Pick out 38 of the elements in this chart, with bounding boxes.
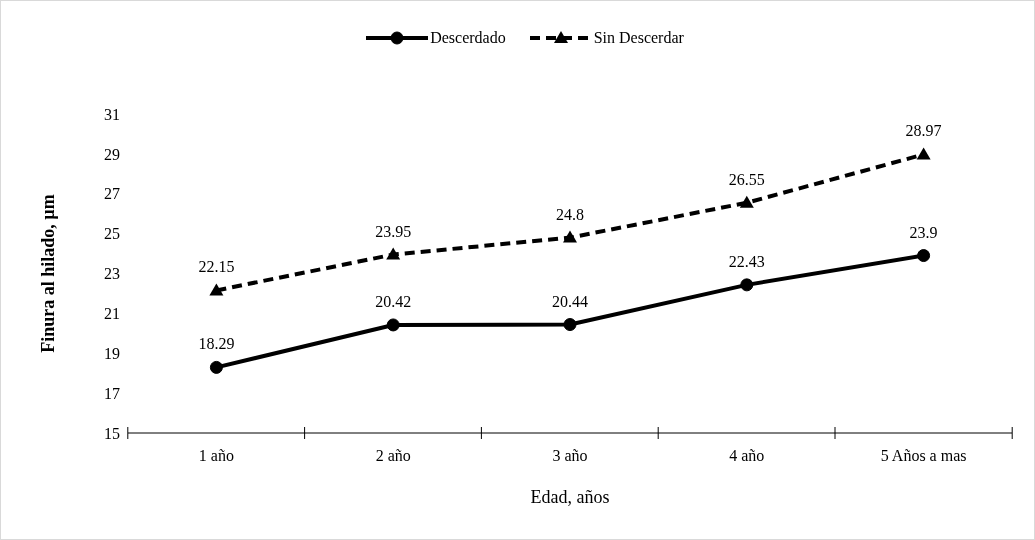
data-label: 20.42	[375, 292, 412, 310]
point	[209, 283, 224, 296]
y-tick-label: 19	[104, 344, 120, 362]
x-axis-title: Edad, años	[530, 487, 610, 507]
y-tick-label: 23	[104, 265, 120, 283]
x-tick-label: 3 año	[552, 447, 588, 464]
legend-label: Descerdado	[430, 29, 506, 47]
y-tick-label: 29	[104, 145, 120, 163]
x-tick-label: 2 año	[375, 447, 411, 464]
y-tick-label: 17	[104, 384, 120, 402]
point	[740, 278, 754, 292]
y-tick-label: 27	[104, 185, 120, 203]
data-label: 18.29	[198, 335, 235, 353]
data-label: 26.55	[728, 170, 765, 188]
x-tick-label: 5 Años a mas	[880, 447, 967, 464]
data-label: 23.9	[909, 223, 938, 241]
y-tick-label: 15	[104, 424, 120, 442]
x-tick-label: 4 año	[729, 447, 765, 464]
data-label: 23.95	[375, 222, 412, 240]
point	[563, 318, 577, 332]
data-label: 20.44	[552, 292, 588, 310]
data-label: 28.97	[905, 122, 942, 140]
y-tick-label: 21	[104, 305, 120, 323]
data-label: 24.8	[556, 205, 584, 223]
point	[563, 230, 577, 243]
y-axis-title: Finura al hilado, µm	[38, 194, 59, 353]
data-label: 22.15	[198, 258, 235, 276]
point	[386, 318, 400, 332]
point	[739, 195, 754, 208]
data-label: 22.43	[728, 252, 765, 270]
y-tick-label: 31	[104, 105, 120, 123]
legend-label: Sin Descerdar	[593, 29, 684, 47]
x-tick-label: 1 año	[198, 447, 234, 464]
point	[386, 247, 401, 260]
point	[916, 147, 931, 160]
point	[917, 249, 931, 263]
point	[209, 360, 223, 374]
y-tick-label: 25	[104, 225, 120, 243]
